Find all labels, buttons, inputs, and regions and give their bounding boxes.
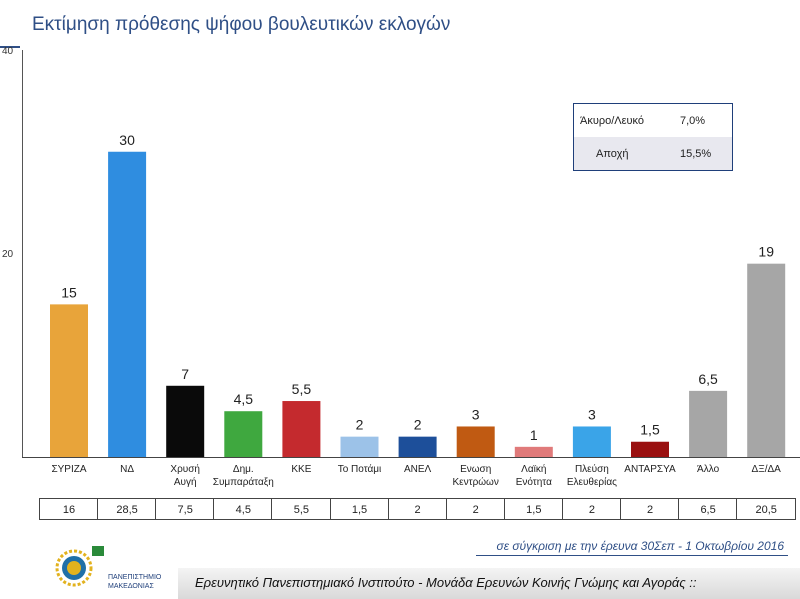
- bar-6: [398, 436, 437, 457]
- bar-value-label: 30: [119, 132, 135, 148]
- bar-4: [282, 401, 321, 457]
- previous-value-box: 1,5: [503, 498, 564, 520]
- previous-value-box: 2: [561, 498, 622, 520]
- x-tick-label: Χρυσή Αυγή: [170, 464, 200, 488]
- bar-10: [631, 441, 669, 457]
- previous-value-box: 20,5: [736, 498, 797, 520]
- title-underline: [0, 46, 20, 48]
- comparison-underline: [476, 555, 788, 556]
- previous-value-box: 16: [39, 498, 99, 520]
- bar-7: [456, 426, 495, 457]
- bar-value-label: 3: [472, 406, 480, 422]
- x-tick-label: Ενωση Κεντρώων: [452, 464, 499, 488]
- bar-value-label: 5,5: [292, 381, 312, 397]
- previous-value-box: 6,5: [678, 498, 739, 520]
- y-tick-label-40: 40: [2, 46, 14, 57]
- previous-value-box: 7,5: [155, 498, 216, 520]
- x-tick-label: Το Ποτάμι: [337, 464, 382, 475]
- bar-value-label: 7: [181, 366, 189, 382]
- previous-value-box: 1,5: [329, 498, 390, 520]
- y-tick-label-20: 20: [2, 249, 14, 260]
- bar-value-label: 19: [758, 244, 774, 260]
- bar-1: [108, 151, 147, 457]
- previous-value-box: 28,5: [97, 498, 158, 520]
- bar-12: [747, 263, 786, 457]
- bar-value-label: 4,5: [234, 391, 254, 407]
- logo-text-line2: ΜΑΚΕΔΟΝΙΑΣ: [108, 583, 154, 590]
- x-tick-label: ΚΚΕ: [291, 464, 312, 475]
- x-tick-label: ΣΥΡΙΖΑ: [51, 464, 87, 475]
- bar-value-label: 3: [588, 406, 596, 422]
- chart-title: Εκτίμηση πρόθεσης ψήφου βουλευτικών εκλο…: [32, 14, 451, 35]
- y-axis: [22, 50, 23, 458]
- bar-value-label: 1,5: [640, 422, 660, 438]
- bar-value-label: 2: [414, 417, 422, 433]
- bar-value-label: 15: [61, 284, 77, 300]
- previous-value-box: 4,5: [213, 498, 274, 520]
- bar-2: [166, 385, 205, 457]
- legend-row-value: 7,0%: [680, 115, 706, 127]
- x-tick-label: Λαϊκή Ενότητα: [515, 464, 552, 488]
- previous-value-box: 2: [387, 498, 448, 520]
- previous-value-box: 5,5: [271, 498, 332, 520]
- bar-value-label: 6,5: [698, 371, 718, 387]
- x-tick-label: Πλεύση Ελευθερίας: [566, 464, 617, 488]
- x-tick-label: Άλλο: [697, 464, 720, 475]
- abstention-table: Άκυρο/Λευκό 7,0% Αποχή 15,5%: [573, 103, 733, 171]
- legend-row-label: Αποχή: [596, 148, 629, 160]
- legend-row-label: Άκυρο/Λευκό: [580, 115, 645, 127]
- legend-row-invalid: Άκυρο/Λευκό 7,0%: [574, 104, 732, 137]
- x-axis-baseline: [22, 457, 800, 458]
- x-tick-label: ΑΝΕΛ: [403, 464, 432, 475]
- x-tick-label: ΝΔ: [120, 464, 135, 475]
- bar-8: [514, 446, 553, 457]
- footer-text: Ερευνητικό Πανεπιστημιακό Ινστιτούτο - Μ…: [195, 575, 697, 590]
- x-tick-label: Δημ. Συμπαράταξη: [212, 464, 274, 488]
- x-tick-label: ΑΝΤΑΡΣΥΑ: [624, 464, 676, 475]
- bar-value-label: 1: [530, 427, 538, 443]
- previous-value-box: 2: [620, 498, 680, 520]
- footer-band: [178, 568, 800, 599]
- bar-3: [224, 411, 263, 457]
- comparison-note: σε σύγκριση με την έρευνα 30Σεπ - 1 Οκτω…: [496, 539, 784, 553]
- bar-11: [689, 390, 728, 457]
- legend-row-abstention: Αποχή 15,5%: [574, 137, 732, 170]
- bar-value-label: 2: [356, 417, 364, 433]
- x-tick-label: ΔΞ/ΔΑ: [751, 464, 781, 475]
- previous-value-box: 2: [445, 498, 506, 520]
- logo-text-line1: ΠΑΝΕΠΙΣΤΗΜΙΟ: [108, 574, 162, 581]
- bar-9: [572, 426, 611, 457]
- bar-5: [340, 436, 379, 457]
- university-logo: [48, 544, 108, 592]
- bar-0: [50, 304, 88, 457]
- legend-row-value: 15,5%: [680, 148, 712, 160]
